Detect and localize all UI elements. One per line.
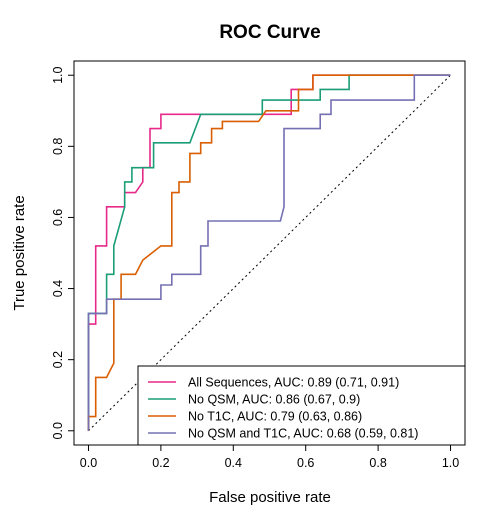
series-line-1 [87, 74, 451, 431]
y-tick-label: 0.0 [51, 422, 65, 439]
x-tick-label: 0.4 [225, 456, 242, 470]
legend-label-4: No QSM and T1C, AUC: 0.68 (0.59, 0.81) [188, 427, 418, 441]
y-tick-label: 0.6 [51, 209, 65, 226]
x-tick-label: 0.2 [152, 456, 169, 470]
y-tick-label: 0.4 [51, 280, 65, 297]
legend-label-3: No T1C, AUC: 0.79 (0.63, 0.86) [188, 410, 362, 424]
legend-label-2: No QSM, AUC: 0.86 (0.67, 0.9) [188, 393, 360, 407]
x-tick-label: 0.8 [369, 456, 386, 470]
legend: All Sequences, AUC: 0.89 (0.71, 0.91) No … [137, 365, 466, 446]
y-tick-label: 0.8 [51, 138, 65, 155]
legend-label-1: All Sequences, AUC: 0.89 (0.71, 0.91) [188, 376, 399, 390]
x-tick-label: 1.0 [442, 456, 459, 470]
series-line-2 [87, 74, 451, 431]
y-axis-label: True positive rate [11, 195, 28, 310]
legend-box [137, 365, 466, 446]
y-tick-label: 0.2 [51, 351, 65, 368]
series-layer [87, 74, 451, 431]
series-line-3 [87, 74, 451, 431]
series-line-4 [87, 74, 451, 431]
y-tick-label: 1.0 [51, 66, 65, 83]
x-tick-label: 0.6 [297, 456, 314, 470]
x-axis-label: False positive rate [209, 489, 331, 506]
chart-title: ROC Curve [219, 22, 320, 43]
x-tick-label: 0.0 [80, 456, 97, 470]
